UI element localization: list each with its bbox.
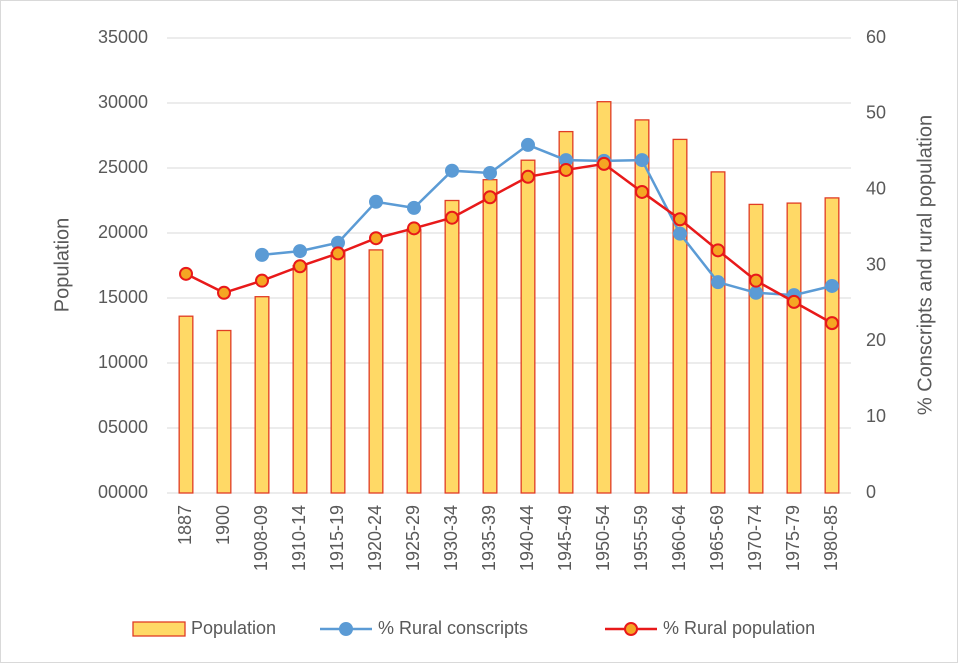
marker <box>787 294 801 309</box>
bar <box>748 203 764 494</box>
line <box>261 143 833 297</box>
legend-swatch <box>132 621 186 637</box>
marker <box>673 226 687 241</box>
x-tick-label: 1920-24 <box>365 505 385 571</box>
x-tick-label: 1960-64 <box>669 505 689 571</box>
x-tick-label: 1955-59 <box>631 505 651 571</box>
marker <box>825 316 839 331</box>
marker <box>483 165 497 180</box>
y2-axis-label: % Conscripts and rural population <box>914 115 936 415</box>
y-tick-label: 00000 <box>98 482 148 502</box>
marker <box>255 273 269 288</box>
legend-label: % Rural population <box>663 618 815 638</box>
bar <box>178 315 194 494</box>
x-tick-label: 1940-44 <box>517 505 537 571</box>
y-tick-label: 15000 <box>98 287 148 307</box>
bar <box>786 202 802 494</box>
x-tick-label: 1950-54 <box>593 505 613 571</box>
marker <box>445 210 459 225</box>
x-tick-label: 1900 <box>213 505 233 545</box>
bar <box>672 138 688 494</box>
bar <box>710 171 726 494</box>
y-tick-label: 35000 <box>98 27 148 47</box>
x-tick-label: 1970-74 <box>745 505 765 571</box>
legend-marker <box>339 622 353 636</box>
marker <box>217 285 231 300</box>
bar <box>634 119 650 494</box>
marker <box>293 259 307 274</box>
bar <box>292 264 308 494</box>
x-tick-label: 1908-09 <box>251 505 271 571</box>
y-tick-label: 05000 <box>98 417 148 437</box>
y-axis-label: Population <box>51 218 73 313</box>
marker <box>483 190 497 205</box>
marker <box>407 221 421 236</box>
marker <box>559 162 573 177</box>
x-tick-label: 1975-79 <box>783 505 803 571</box>
y2-tick-label: 40 <box>866 178 886 198</box>
bar <box>330 251 346 494</box>
legend-label: % Rural conscripts <box>378 618 528 638</box>
marker <box>597 156 611 171</box>
legend-marker <box>624 622 638 636</box>
marker <box>179 266 193 281</box>
marker <box>521 169 535 184</box>
marker <box>521 137 535 152</box>
legend-label: Population <box>191 618 276 638</box>
bar <box>482 179 498 494</box>
marker <box>825 278 839 293</box>
x-tick-label: 1935-39 <box>479 505 499 571</box>
y2-tick-label: 50 <box>866 103 886 123</box>
marker <box>673 212 687 227</box>
bar <box>558 130 574 494</box>
marker <box>255 247 269 262</box>
y2-tick-label: 0 <box>866 482 876 502</box>
x-tick-label: 1980-85 <box>821 505 841 571</box>
bar <box>406 228 422 494</box>
y-tick-label: 30000 <box>98 92 148 112</box>
y2-tick-label: 60 <box>866 27 886 47</box>
bar <box>216 329 232 494</box>
bar <box>254 296 270 494</box>
marker <box>369 231 383 246</box>
x-tick-label: 1945-49 <box>555 505 575 571</box>
x-tick-label: 1910-14 <box>289 505 309 571</box>
x-tick-label: 1930-34 <box>441 505 461 571</box>
bar <box>368 249 384 494</box>
marker <box>635 184 649 199</box>
x-tick-label: 1925-29 <box>403 505 423 571</box>
y2-tick-label: 10 <box>866 406 886 426</box>
marker <box>711 243 725 258</box>
marker <box>293 244 307 259</box>
marker <box>331 246 345 261</box>
bar <box>824 197 840 494</box>
bar <box>596 101 612 494</box>
y-tick-label: 25000 <box>98 157 148 177</box>
marker <box>369 194 383 209</box>
marker <box>407 200 421 215</box>
marker <box>445 163 459 178</box>
y2-tick-label: 30 <box>866 254 886 274</box>
y-tick-label: 20000 <box>98 222 148 242</box>
y2-tick-label: 20 <box>866 330 886 350</box>
y-tick-label: 10000 <box>98 352 148 372</box>
bar <box>444 199 460 494</box>
marker <box>749 273 763 288</box>
marker <box>749 285 763 300</box>
bar <box>520 159 536 494</box>
x-tick-label: 1915-19 <box>327 505 347 571</box>
marker <box>635 153 649 168</box>
marker <box>711 275 725 290</box>
x-tick-label: 1887 <box>175 505 195 545</box>
x-tick-label: 1965-69 <box>707 505 727 571</box>
